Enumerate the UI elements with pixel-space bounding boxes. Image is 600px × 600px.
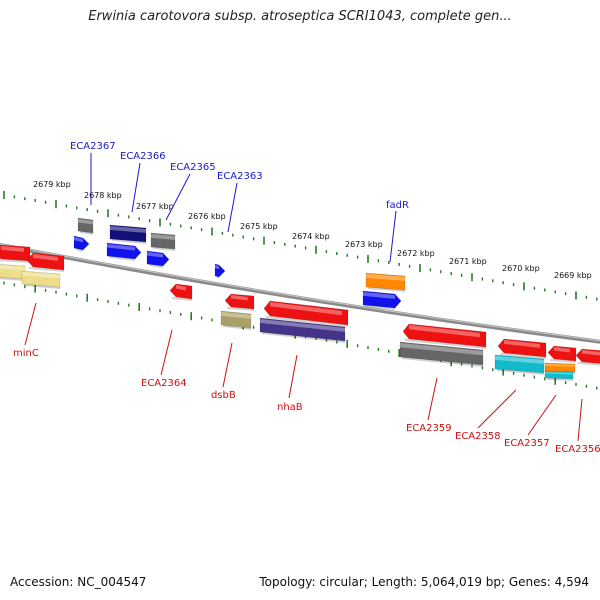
kbp-label: 2670 kbp xyxy=(502,264,540,273)
gene-label-ECA2365[interactable]: ECA2365 xyxy=(170,162,216,173)
gene-ECA2367-b[interactable] xyxy=(73,235,90,252)
kbp-label: 2678 kbp xyxy=(84,191,122,200)
gene-dsbB-a[interactable] xyxy=(224,293,255,311)
kbp-label: 2674 kbp xyxy=(292,232,330,241)
kbp-label: 2676 kbp xyxy=(188,212,226,221)
gene-fadR-a[interactable] xyxy=(365,272,406,292)
gene-ECA2358-a[interactable] xyxy=(497,338,547,359)
gene-label-ECA2363[interactable]: ECA2363 xyxy=(217,171,263,182)
gene-label-ECA2364[interactable]: ECA2364 xyxy=(141,378,187,389)
gene-ECA2366-b[interactable] xyxy=(106,242,142,261)
kbp-label: 2672 kbp xyxy=(397,249,435,258)
leader-lines-bottom xyxy=(24,302,583,442)
gene-label-fadR[interactable]: fadR xyxy=(386,200,409,211)
gene-features xyxy=(0,217,600,381)
kbp-label: 2673 kbp xyxy=(345,240,383,249)
gene-ECA2367[interactable] xyxy=(77,217,94,235)
gene-ECA2365[interactable] xyxy=(150,232,176,251)
gene-label-dsbB[interactable]: dsbB xyxy=(211,390,236,401)
gene-label-ECA2359[interactable]: ECA2359 xyxy=(406,423,452,434)
gene-label-ECA2367[interactable]: ECA2367 xyxy=(70,141,116,152)
genome-summary-text: Topology: circular; Length: 5,064,019 bp… xyxy=(259,575,589,589)
kbp-label: 2675 kbp xyxy=(240,222,278,231)
kbp-label: 2677 kbp xyxy=(136,202,174,211)
gene-ECA2359-a[interactable] xyxy=(402,323,487,349)
gene-nhaB-a[interactable] xyxy=(263,300,349,327)
backbone-strand xyxy=(0,242,600,344)
gene-label-ECA2358[interactable]: ECA2358 xyxy=(455,431,501,442)
leader-lines-top xyxy=(90,153,397,263)
gene-ECA2358[interactable] xyxy=(494,354,545,375)
kbp-labels: 2679 kbp 2678 kbp 2677 kbp 2676 kbp 2675… xyxy=(33,180,592,280)
gene-minC-b[interactable] xyxy=(26,252,65,272)
gene-label-ECA2356[interactable]: ECA2356 xyxy=(555,444,600,455)
backbone-strand-highlight xyxy=(0,243,600,342)
kbp-label: 2679 kbp xyxy=(33,180,71,189)
gene-fadR[interactable] xyxy=(362,290,402,310)
gene-label-ECA2366[interactable]: ECA2366 xyxy=(120,151,166,162)
gene-nhaB[interactable] xyxy=(259,317,346,343)
accession-text: Accession: NC_004547 xyxy=(10,575,147,589)
gene-label-nhaB[interactable]: nhaB xyxy=(277,402,303,413)
tick-row-top xyxy=(3,191,598,301)
gene-minC-d[interactable] xyxy=(21,270,61,289)
gene-ECA2363[interactable] xyxy=(214,263,226,279)
gene-ECA2365-b[interactable] xyxy=(146,250,170,268)
gene-ECA2356[interactable] xyxy=(575,348,600,366)
gene-dsbB[interactable] xyxy=(220,310,252,330)
gene-ECA2359[interactable] xyxy=(399,341,484,367)
kbp-label: 2669 kbp xyxy=(554,271,592,280)
gene-label-minC[interactable]: minC xyxy=(13,348,39,359)
gene-ECA2357-a[interactable] xyxy=(547,345,577,363)
map-title: Erwinia carotovora subsp. atroseptica SC… xyxy=(88,9,512,24)
gene-ECA2366[interactable] xyxy=(109,224,147,244)
gene-minC[interactable] xyxy=(0,244,31,263)
gene-label-ECA2357[interactable]: ECA2357 xyxy=(504,438,550,449)
gene-ECA2364[interactable] xyxy=(169,283,193,301)
kbp-label: 2671 kbp xyxy=(449,257,487,266)
gene-ECA2357-b[interactable] xyxy=(544,370,574,381)
gene-minC-c[interactable] xyxy=(0,264,26,281)
